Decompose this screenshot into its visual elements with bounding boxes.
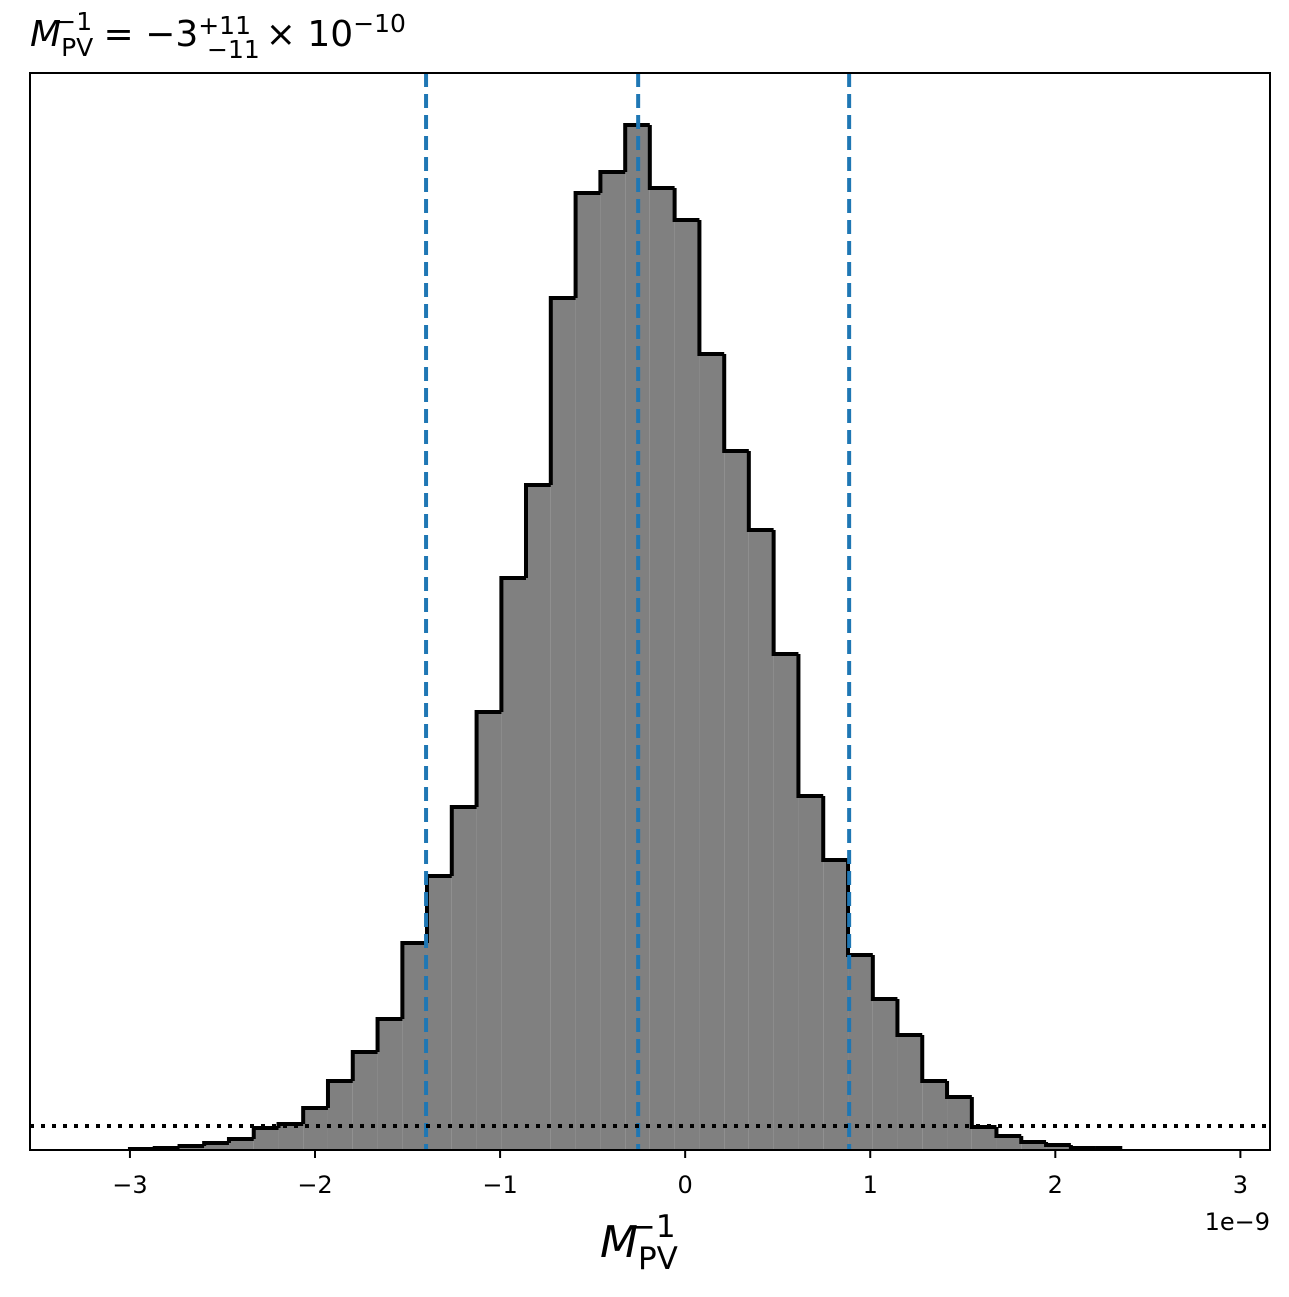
bar (922, 1081, 948, 1150)
x-tick-label: 3 (1233, 1171, 1248, 1199)
x-tick-label: −2 (297, 1171, 332, 1199)
bar (501, 578, 526, 1150)
bar (600, 172, 626, 1150)
x-tick-label: −3 (112, 1171, 147, 1199)
bar-outline (771, 530, 799, 656)
x-tick-label: 1 (863, 1171, 878, 1199)
bar-outline (821, 796, 849, 862)
bar-outline (350, 1050, 378, 1081)
bar (1046, 1145, 1071, 1150)
chart-title: MPV−1 = −3+11 −11 × 10−10 (30, 7, 406, 64)
bar-outline (598, 170, 626, 193)
bar-outline (945, 1081, 972, 1099)
bar (352, 1052, 378, 1150)
axes-frame (29, 72, 1271, 1151)
bar (204, 1143, 229, 1150)
bar (303, 1108, 328, 1150)
bar (699, 354, 725, 1150)
bar-outline (202, 1141, 229, 1146)
bar-outline (969, 1097, 997, 1129)
bar-outline (375, 1017, 403, 1052)
bar-outline (400, 941, 427, 1019)
bar (575, 193, 601, 1150)
bar (278, 1124, 304, 1150)
bar-outline (1068, 1145, 1096, 1150)
bar (724, 451, 749, 1150)
bar (897, 1035, 923, 1150)
bar-outline (746, 451, 774, 532)
bar (848, 955, 873, 1150)
x-tick-label: −1 (482, 1171, 517, 1199)
bar-outline (697, 220, 725, 356)
bar-outline (573, 191, 601, 298)
bar-outline (499, 576, 526, 712)
bar (996, 1136, 1022, 1150)
x-offset-label: 1e−9 (1205, 1208, 1270, 1236)
bar-outline (152, 1146, 180, 1150)
bar (798, 796, 824, 1150)
bar (748, 530, 774, 1150)
bar-outline (623, 123, 650, 172)
bar (476, 712, 502, 1150)
bar (377, 1019, 403, 1150)
bar-outline (177, 1144, 205, 1148)
bar-outline (722, 354, 749, 453)
bar (526, 485, 551, 1150)
bar-outline (672, 188, 700, 222)
bar-outline (1019, 1136, 1047, 1144)
bar-outline (895, 999, 923, 1037)
x-tick-label: 0 (678, 1171, 693, 1199)
bar (426, 876, 452, 1150)
bar (228, 1139, 254, 1150)
bar-outline (796, 654, 824, 798)
bar-outline (474, 710, 502, 807)
bar-outline (1044, 1142, 1071, 1147)
bar (550, 298, 576, 1150)
bar (872, 999, 898, 1150)
bar (327, 1081, 353, 1150)
bar-outline (548, 296, 576, 485)
bar (947, 1097, 972, 1150)
bar (674, 220, 700, 1150)
plot-area (30, 73, 1270, 1150)
bar-outline (226, 1137, 254, 1143)
bar-outline (870, 955, 898, 1001)
bar (451, 807, 477, 1150)
bar (971, 1127, 997, 1150)
bar (773, 654, 799, 1150)
bar-outline (647, 125, 675, 190)
bar (625, 125, 650, 1150)
bar-outline (994, 1127, 1022, 1138)
bar-outline (920, 1035, 948, 1083)
bar (823, 860, 849, 1150)
bar-outline (524, 483, 551, 578)
bar (253, 1128, 279, 1150)
x-axis-label: MPV−1 (600, 1209, 678, 1277)
bar-outline (846, 860, 873, 957)
bar (1021, 1142, 1047, 1150)
bar-outline (325, 1079, 353, 1108)
bar-outline (301, 1106, 328, 1124)
x-tick-label: 2 (1048, 1171, 1063, 1199)
bar (402, 943, 427, 1150)
bar-outline (449, 805, 477, 876)
bar (649, 188, 675, 1150)
